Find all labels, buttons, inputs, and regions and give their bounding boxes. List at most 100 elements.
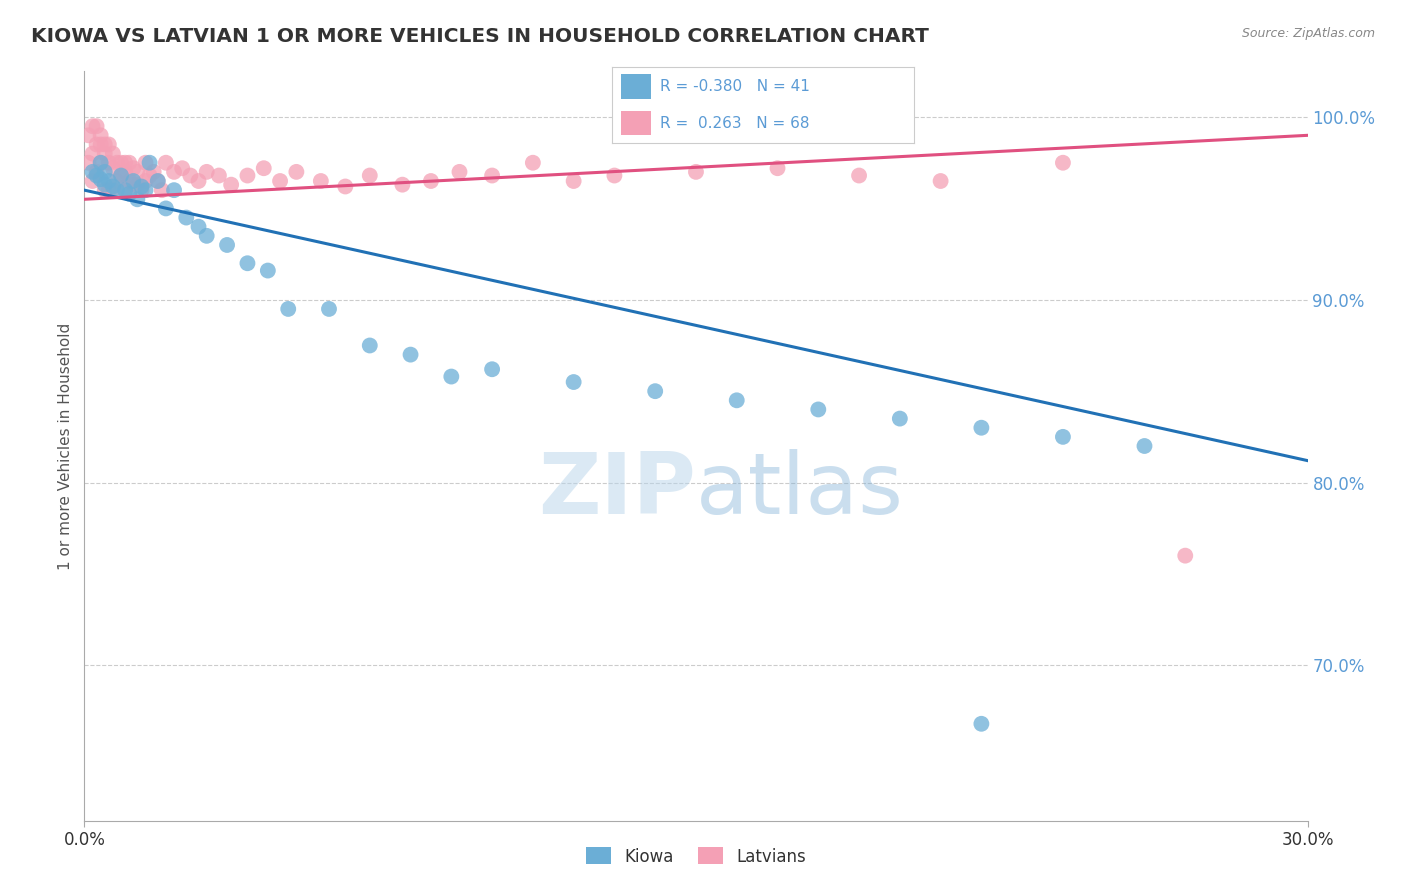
Point	[644, 384, 666, 399]
Point	[131, 183, 153, 197]
Point	[93, 137, 115, 152]
Text: KIOWA VS LATVIAN 1 OR MORE VEHICLES IN HOUSEHOLD CORRELATION CHART: KIOWA VS LATVIAN 1 OR MORE VEHICLES IN H…	[31, 27, 929, 45]
Text: Source: ZipAtlas.com: Source: ZipAtlas.com	[1241, 27, 1375, 40]
Point	[174, 211, 197, 225]
Point	[187, 174, 209, 188]
Point	[122, 161, 145, 176]
Point	[970, 716, 993, 731]
Point	[150, 183, 173, 197]
Point	[1052, 155, 1074, 169]
Point	[257, 263, 280, 277]
Point	[118, 186, 141, 201]
Text: atlas: atlas	[696, 450, 904, 533]
Point	[522, 155, 544, 169]
Point	[420, 174, 443, 188]
Point	[118, 174, 141, 188]
Point	[97, 137, 120, 152]
Point	[208, 169, 231, 183]
Point	[359, 169, 381, 183]
Point	[97, 183, 120, 197]
Point	[725, 393, 748, 408]
Point	[114, 155, 136, 169]
Point	[848, 169, 870, 183]
Point	[90, 172, 112, 186]
Point	[90, 155, 112, 169]
Point	[1174, 549, 1197, 563]
Point	[114, 165, 136, 179]
Point	[127, 178, 149, 192]
FancyBboxPatch shape	[620, 75, 651, 99]
Point	[122, 178, 145, 192]
Text: ZIP: ZIP	[538, 450, 696, 533]
Point	[135, 155, 157, 169]
Point	[101, 161, 124, 176]
Point	[90, 155, 112, 169]
Point	[399, 348, 422, 362]
Point	[929, 174, 952, 188]
Point	[146, 174, 169, 188]
Text: R =  0.263   N = 68: R = 0.263 N = 68	[659, 115, 810, 130]
Point	[359, 338, 381, 352]
Point	[318, 301, 340, 316]
Point	[685, 165, 707, 179]
Point	[155, 155, 177, 169]
Point	[562, 375, 585, 389]
Point	[86, 169, 108, 183]
Point	[309, 174, 332, 188]
Point	[82, 119, 104, 133]
Point	[82, 165, 104, 179]
Text: R = -0.380   N = 41: R = -0.380 N = 41	[659, 79, 810, 95]
Point	[440, 369, 463, 384]
Legend: Kiowa, Latvians: Kiowa, Latvians	[579, 841, 813, 872]
Point	[187, 219, 209, 234]
Point	[86, 137, 108, 152]
Point	[163, 165, 186, 179]
Point	[93, 183, 115, 197]
Point	[110, 169, 132, 183]
Point	[131, 179, 153, 194]
Point	[86, 165, 108, 179]
Point	[1052, 430, 1074, 444]
Point	[277, 301, 299, 316]
Point	[163, 183, 186, 197]
Point	[86, 119, 108, 133]
Point	[253, 161, 276, 176]
Point	[481, 169, 503, 183]
Point	[82, 174, 104, 188]
Point	[110, 169, 132, 183]
Point	[138, 169, 160, 183]
Point	[219, 178, 242, 192]
Point	[138, 155, 160, 169]
Point	[391, 178, 413, 192]
Point	[101, 179, 124, 194]
Point	[236, 256, 259, 270]
Point	[335, 179, 357, 194]
Point	[285, 165, 308, 179]
Point	[101, 146, 124, 161]
Point	[97, 174, 120, 188]
Point	[90, 128, 112, 143]
Point	[93, 165, 115, 179]
Point	[142, 165, 165, 179]
Point	[481, 362, 503, 376]
Point	[105, 155, 128, 169]
Point	[217, 238, 239, 252]
Point	[105, 183, 128, 197]
Point	[195, 165, 218, 179]
Point	[155, 202, 177, 216]
Point	[766, 161, 789, 176]
Point	[114, 183, 136, 197]
FancyBboxPatch shape	[620, 111, 651, 136]
Point	[603, 169, 626, 183]
Point	[122, 174, 145, 188]
Point	[114, 183, 136, 197]
Point	[127, 165, 149, 179]
Point	[82, 146, 104, 161]
Point	[97, 155, 120, 169]
Point	[195, 228, 218, 243]
Point	[1133, 439, 1156, 453]
Point	[101, 183, 124, 197]
Point	[118, 155, 141, 169]
Point	[807, 402, 830, 417]
Point	[77, 128, 100, 143]
